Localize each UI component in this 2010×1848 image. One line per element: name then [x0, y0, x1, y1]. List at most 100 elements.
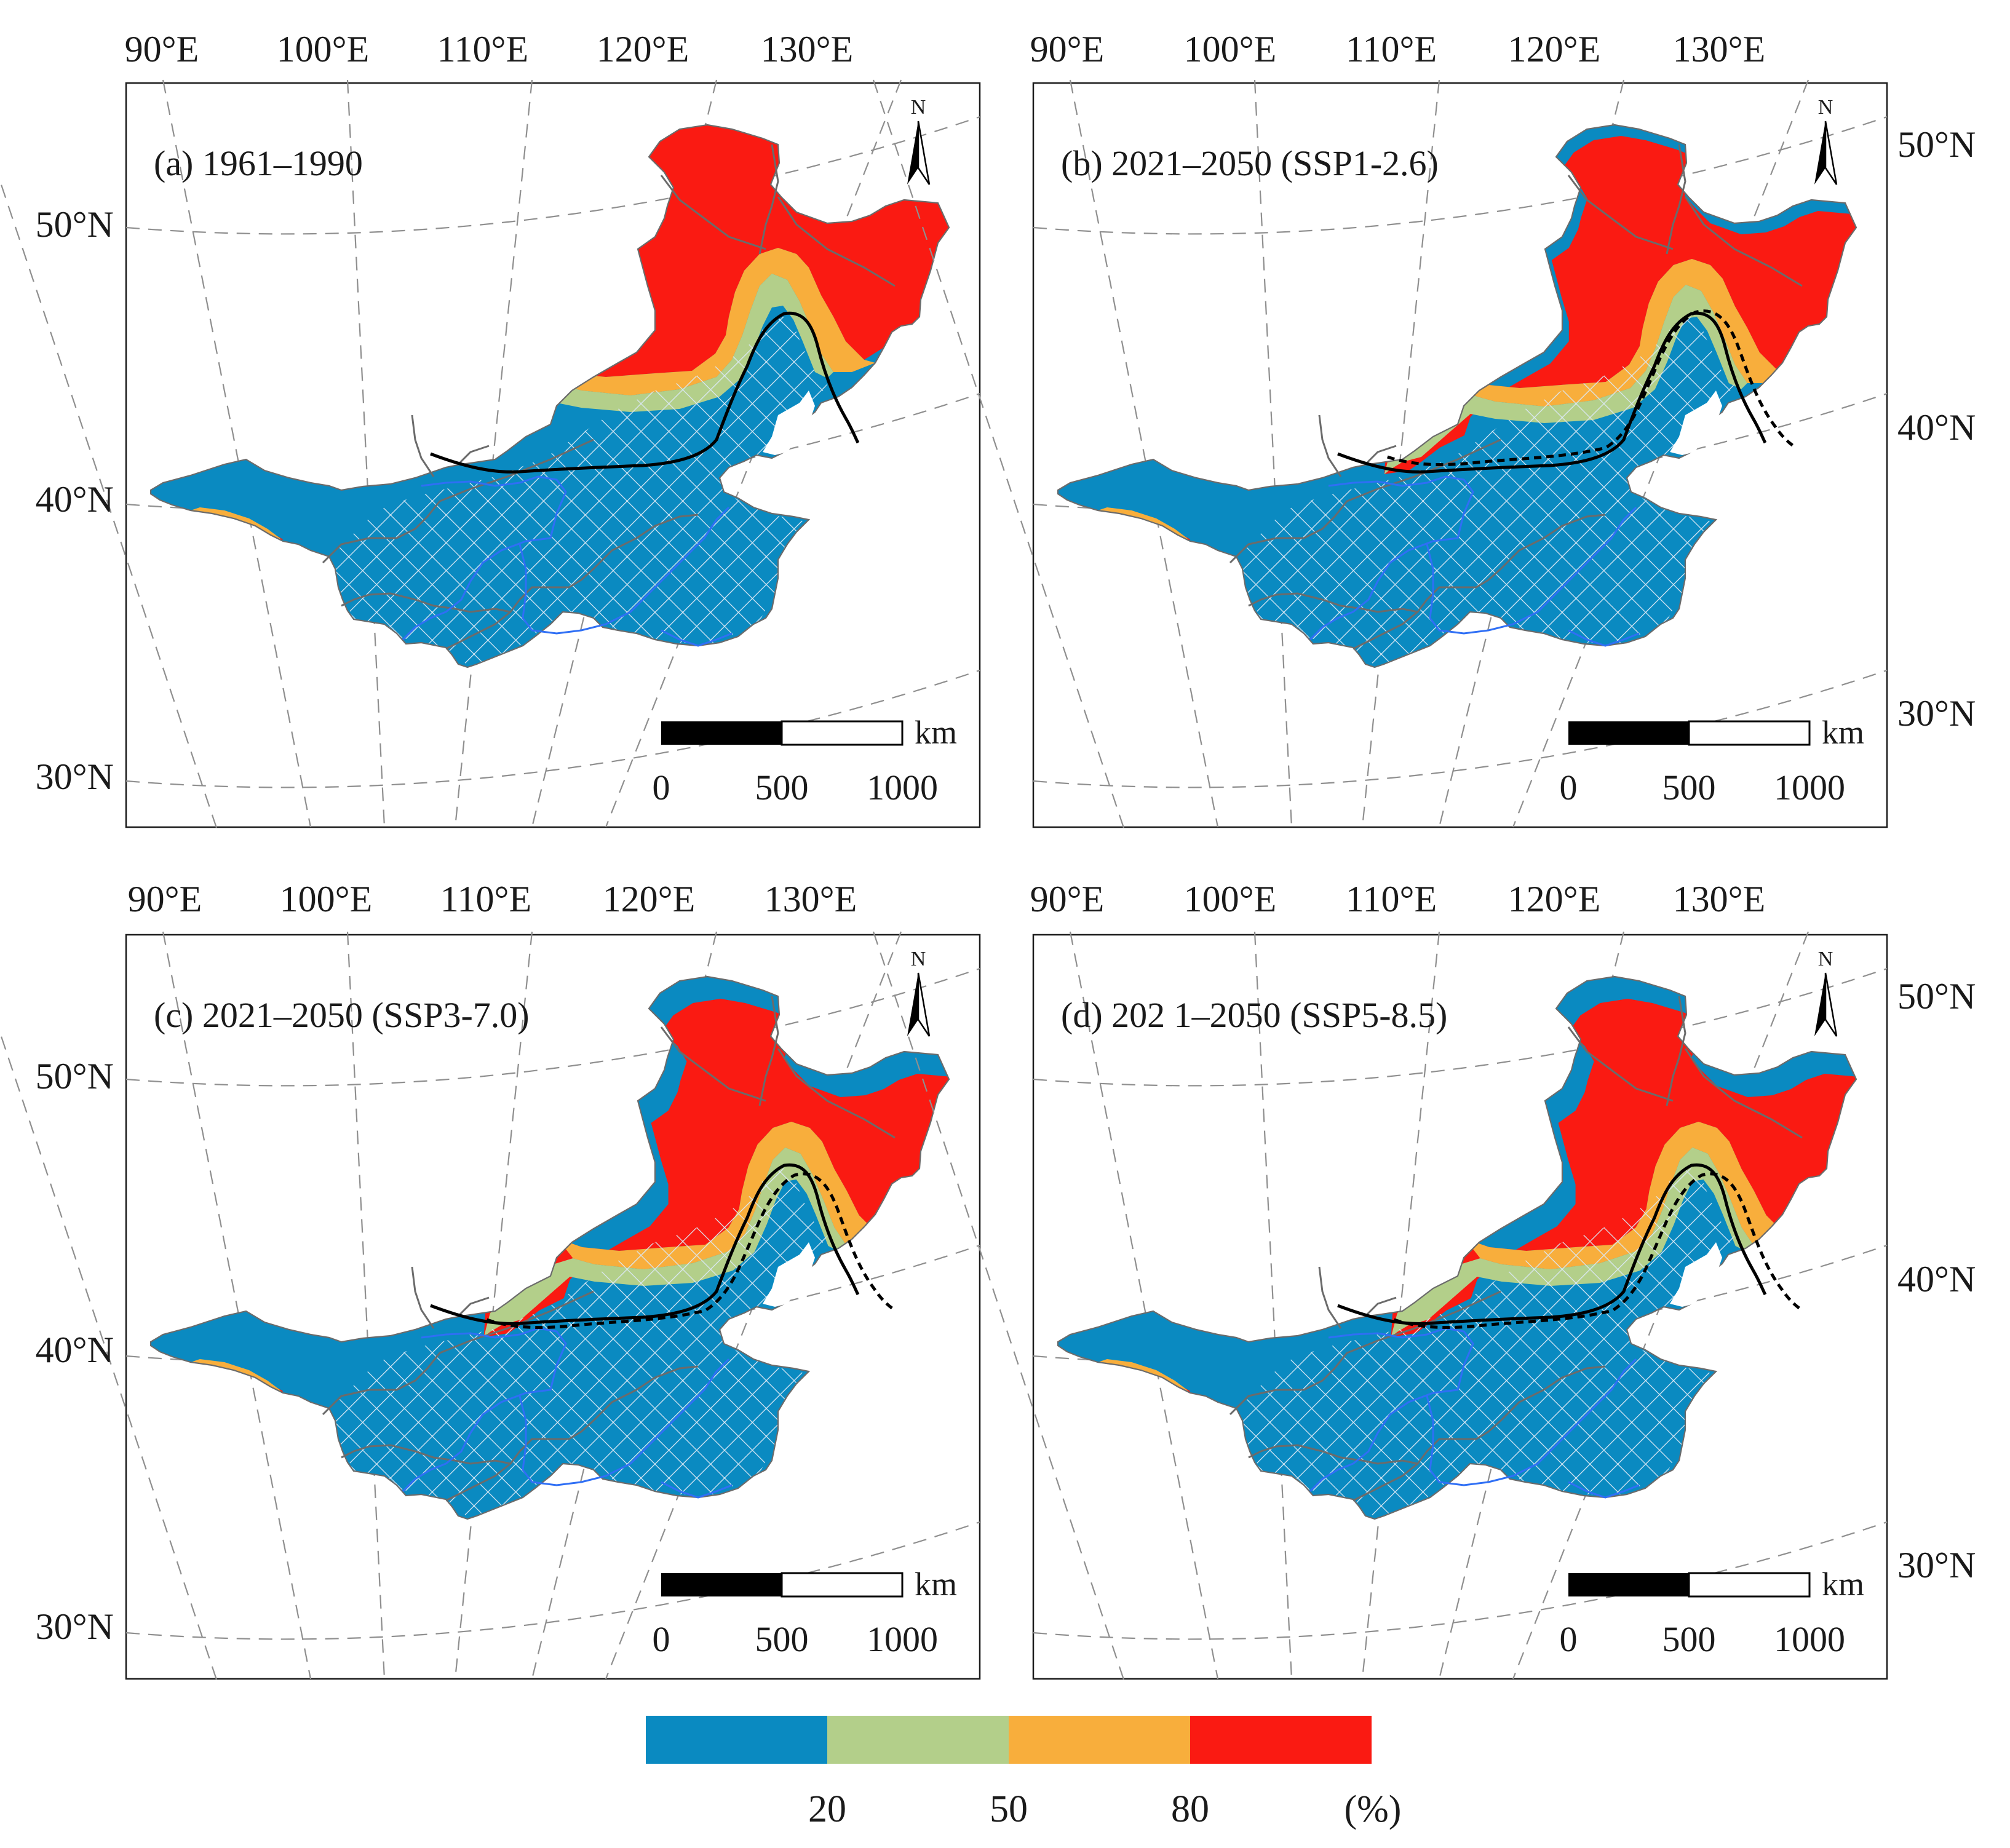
panel-a: N (a) 1961–1990 km 0 500 1000 90°E 100°E…	[0, 29, 981, 834]
river-lines	[402, 475, 733, 647]
legend-swatch-blue	[646, 1716, 827, 1764]
province-boundary	[777, 1048, 896, 1139]
region-outline	[1057, 975, 1857, 1520]
province-boundary	[457, 1296, 490, 1317]
graticule-meridian	[1253, 931, 1293, 1679]
legend-swatch-orange	[1009, 1716, 1190, 1764]
river	[518, 506, 730, 635]
province-boundary	[1684, 1048, 1803, 1139]
isolines	[430, 311, 860, 474]
river	[1426, 506, 1637, 635]
panel-c: N (c) 2021–2050 (SSP3-7.0) km 0 500 1000…	[0, 879, 981, 1686]
province-boundary	[1684, 196, 1803, 287]
bohai-sea	[1670, 391, 1722, 455]
scale-tick-0: 0	[1560, 1619, 1578, 1659]
lat-label: 30°N	[1897, 693, 1976, 734]
baseline-isoline	[1337, 311, 1767, 474]
legend-swatch-green	[827, 1716, 1009, 1764]
scale-tick-500: 500	[1662, 1619, 1716, 1659]
hatched-area	[1236, 317, 1734, 667]
projected-isoline	[486, 1172, 894, 1330]
region-outline	[149, 975, 950, 1520]
graticule-meridian	[1069, 79, 1219, 828]
lon-label: 130°E	[761, 29, 854, 69]
bohai-sea	[763, 1242, 815, 1307]
north-arrow: N	[907, 96, 931, 185]
scale-tick-1000: 1000	[1774, 1619, 1845, 1659]
graticule-parallel	[125, 669, 980, 788]
lat-label: 30°N	[1897, 1545, 1976, 1585]
baseline-isoline	[430, 311, 860, 474]
lon-label: 120°E	[603, 879, 696, 919]
province-boundary	[411, 1266, 435, 1329]
province-boundary	[1364, 1296, 1397, 1317]
graticule-parallel	[1033, 1521, 1888, 1640]
graticule-parallel	[1033, 116, 1888, 235]
bohai-sea	[763, 391, 815, 455]
region-outline	[149, 124, 950, 668]
river	[1309, 1327, 1474, 1493]
lon-label: 110°E	[440, 879, 531, 919]
zone-green	[483, 1148, 847, 1337]
north-label: N	[1818, 96, 1833, 119]
legend-break-80: 80	[1171, 1788, 1209, 1830]
graticule-parallel	[125, 1521, 980, 1640]
river	[1426, 1358, 1637, 1486]
graticule-parallel	[125, 116, 980, 235]
scale-tick-1000: 1000	[867, 1619, 938, 1659]
scale-bar: km 0 500 1000	[653, 714, 958, 807]
legend-break-50: 50	[990, 1788, 1028, 1830]
lon-label: 90°E	[1030, 879, 1105, 919]
hatched-area	[1236, 1168, 1734, 1519]
graticule-meridian	[1069, 931, 1219, 1679]
legend-break-20: 20	[808, 1788, 846, 1830]
province-boundary	[445, 1365, 699, 1502]
hatched-significance-area	[329, 317, 827, 667]
province-boundary	[660, 175, 766, 250]
river-lines	[402, 1327, 733, 1499]
province-boundary	[341, 592, 511, 613]
lon-label: 90°E	[125, 29, 199, 69]
zone-orange	[1458, 259, 1789, 406]
lat-label: 50°N	[36, 1056, 114, 1097]
baseline-isoline	[1337, 1163, 1767, 1325]
province-boundary	[1567, 1026, 1674, 1102]
lon-label: 130°E	[765, 879, 857, 919]
river-lines	[1309, 475, 1640, 647]
river	[1568, 629, 1640, 647]
zone-orange	[544, 248, 875, 395]
north-arrow-icon	[1814, 121, 1825, 184]
scale-tick-1000: 1000	[867, 767, 938, 807]
projected-isoline	[1387, 309, 1795, 467]
province-boundary	[758, 144, 779, 255]
scale-tick-0: 0	[653, 767, 670, 807]
lat-label: 40°N	[1897, 407, 1976, 448]
province-boundary	[1248, 1444, 1418, 1465]
province-boundary	[1567, 175, 1674, 250]
lon-label: 100°E	[277, 29, 370, 69]
river	[518, 1358, 730, 1486]
north-arrow-icon	[1814, 973, 1825, 1036]
scale-tick-0: 0	[1560, 767, 1578, 807]
panel-title: (b) 2021–2050 (SSP1-2.6)	[1061, 143, 1439, 183]
lat-label: 40°N	[36, 1330, 114, 1370]
baseline-isoline	[430, 1163, 860, 1325]
zone-green	[1384, 285, 1747, 474]
lat-label: 50°N	[36, 204, 114, 245]
bohai-sea	[1670, 1242, 1722, 1307]
province-boundary	[777, 196, 896, 287]
river	[402, 475, 567, 641]
province-boundary	[1248, 592, 1418, 613]
graticule-meridian	[1361, 79, 1440, 828]
isolines	[430, 1163, 894, 1330]
color-legend: 20 50 80 (%)	[646, 1716, 1401, 1830]
scale-bar: km 0 500 1000	[1560, 714, 1865, 807]
lat-label: 30°N	[36, 756, 114, 797]
panel-title: (a) 1961–1990	[154, 143, 363, 183]
region-boundaries	[1057, 975, 1857, 1520]
province-boundary	[411, 414, 435, 477]
graticule-parallel	[1033, 669, 1888, 788]
lat-label: 40°N	[1897, 1259, 1976, 1299]
province-boundary	[341, 1444, 511, 1465]
north-label: N	[911, 96, 926, 119]
